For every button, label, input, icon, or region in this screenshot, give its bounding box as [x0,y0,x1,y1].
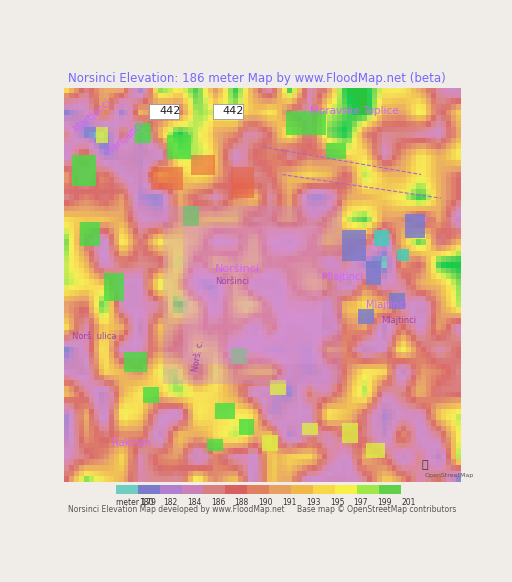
Text: Moravske Toplice: Moravske Toplice [310,107,399,116]
Text: 195: 195 [330,498,345,508]
Text: Noršinci: Noršinci [215,276,249,286]
Bar [163,206,342,384]
Bar [366,443,386,459]
Bar [342,423,357,443]
Bar [379,485,401,494]
Text: 🔍: 🔍 [421,460,428,470]
Text: Norš. ulica: Norš. ulica [72,332,116,340]
Bar [247,485,269,494]
Bar [342,230,366,261]
Bar [286,111,326,135]
Text: Mlajtinci: Mlajtinci [381,316,417,325]
Text: Base map © OpenStreetMap contributors: Base map © OpenStreetMap contributors [297,505,457,513]
Text: meter 179: meter 179 [116,498,156,508]
Bar [72,155,96,186]
Text: Norsinci Elevation Map developed by www.FloodMap.net: Norsinci Elevation Map developed by www.… [68,505,285,513]
Bar [135,123,152,143]
Bar [152,166,183,190]
Bar [406,214,425,237]
Bar [270,379,286,395]
Bar [291,485,313,494]
Text: 182: 182 [163,498,178,508]
Bar [230,348,247,364]
Bar [203,485,225,494]
Text: 180: 180 [139,498,154,508]
Bar [96,127,108,143]
Bar [397,250,409,261]
Bar [389,293,406,308]
Bar [239,419,254,435]
Bar [183,206,199,226]
Bar [374,230,390,246]
Bar [123,352,147,372]
Bar [262,435,279,450]
Bar [207,439,223,450]
Bar [143,388,159,403]
Bar [167,135,191,159]
Text: 184: 184 [187,498,201,508]
Text: 193: 193 [306,498,321,508]
Bar [302,423,318,435]
Text: Rakičan: Rakičan [112,438,150,448]
Text: 186: 186 [211,498,225,508]
Bar [182,485,203,494]
Bar [191,155,215,175]
Text: OpenStreetMap: OpenStreetMap [425,473,474,478]
Bar [366,261,381,285]
Bar [357,308,374,324]
Bar [313,485,335,494]
Bar [215,403,234,419]
Text: Mlajtinci: Mlajtinci [322,272,363,282]
Text: 201: 201 [401,498,416,508]
Bar [326,143,346,159]
Bar [357,485,379,494]
Bar [225,485,247,494]
Bar [160,485,182,494]
Text: Martjanci: Martjanci [72,97,113,134]
Bar [183,226,322,364]
Bar [335,485,357,494]
Text: 197: 197 [354,498,368,508]
FancyBboxPatch shape [150,104,179,119]
Text: 190: 190 [259,498,273,508]
FancyBboxPatch shape [213,104,243,119]
Text: 191: 191 [282,498,296,508]
Text: Martjanci: Martjanci [103,120,145,158]
Bar [138,485,160,494]
Text: Noršinci: Noršinci [215,264,260,274]
Text: Mlajtinci: Mlajtinci [366,300,407,310]
Bar [230,166,254,198]
Text: Norš. c.: Norš. c. [191,339,205,372]
Text: Norsinci Elevation: 186 meter Map by www.FloodMap.net (beta): Norsinci Elevation: 186 meter Map by www… [68,72,446,86]
Bar [116,485,138,494]
Text: 199: 199 [377,498,392,508]
Bar [103,273,123,301]
Text: 442: 442 [159,107,181,116]
Bar [269,485,291,494]
Bar [80,222,100,246]
Text: 188: 188 [234,498,249,508]
Text: 442: 442 [223,107,244,116]
